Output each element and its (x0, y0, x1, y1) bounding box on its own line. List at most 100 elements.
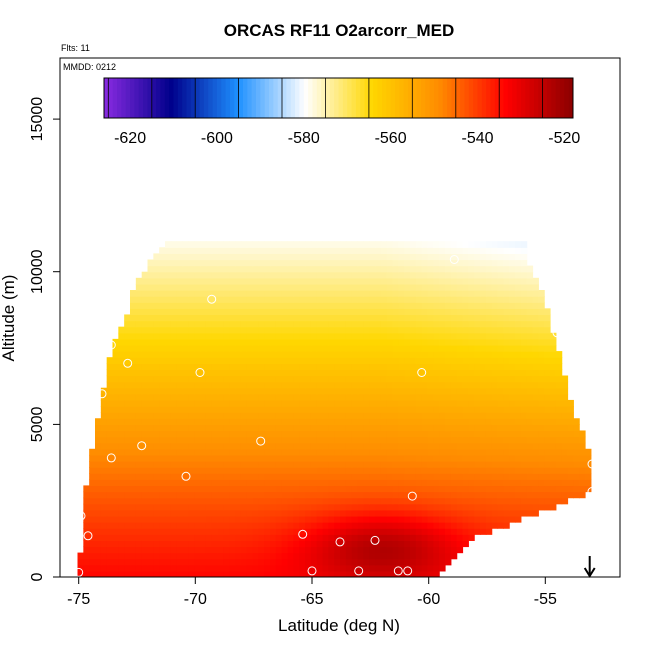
heatmap-cell (141, 357, 149, 364)
heatmap-cell (433, 558, 440, 566)
heatmap-cell (211, 363, 219, 370)
heatmap-cell (275, 522, 283, 529)
heatmap-cell (515, 467, 522, 474)
heatmap-cell (532, 277, 539, 285)
heatmap-cell (404, 460, 411, 468)
heatmap-cell (567, 467, 574, 474)
heatmap-cell (246, 247, 254, 254)
heatmap-cell (369, 271, 376, 279)
heatmap-cell (328, 552, 335, 560)
heatmap-cell (392, 381, 399, 389)
heatmap-cell (334, 271, 341, 279)
heatmap-cell (165, 375, 172, 383)
heatmap-cell (369, 418, 376, 425)
heatmap-cell (305, 326, 312, 334)
heatmap-cell (351, 399, 359, 407)
heatmap-cell (200, 369, 207, 377)
heatmap-cell (334, 375, 341, 383)
heatmap-cell (275, 540, 283, 548)
heatmap-cell (270, 412, 277, 419)
heatmap-cell (515, 308, 522, 316)
heatmap-cell (106, 357, 114, 364)
heatmap-cell (281, 290, 289, 297)
heatmap-cell (427, 302, 434, 309)
heatmap-cell (445, 485, 452, 493)
heatmap-cell (503, 399, 510, 407)
heatmap-cell (410, 247, 417, 254)
heatmap-cell (532, 369, 539, 377)
heatmap-cell (462, 540, 469, 548)
heatmap-cell (299, 332, 306, 340)
heatmap-cell (450, 460, 458, 468)
heatmap-cell (205, 424, 213, 432)
heatmap-cell (287, 320, 294, 328)
heatmap-cell (357, 344, 364, 352)
heatmap-cell (474, 393, 481, 401)
heatmap-cell (328, 534, 335, 541)
heatmap-cell (561, 454, 569, 462)
heatmap-cell (235, 399, 242, 407)
heatmap-cell (520, 497, 528, 505)
heatmap-cell (392, 558, 399, 566)
heatmap-cell (124, 540, 131, 548)
heatmap-cell (159, 338, 166, 346)
heatmap-cell (520, 473, 528, 480)
heatmap-cell (357, 308, 364, 316)
heatmap-cell (468, 448, 475, 456)
heatmap-cell (363, 497, 370, 505)
heatmap-cell (118, 564, 125, 572)
heatmap-cell (83, 491, 90, 499)
heatmap-cell (439, 338, 446, 346)
heatmap-cell (375, 314, 382, 322)
heatmap-cell (153, 485, 160, 493)
heatmap-cell (363, 479, 370, 487)
heatmap-cell (433, 534, 440, 541)
heatmap-cell (106, 375, 114, 383)
heatmap-cell (211, 564, 219, 572)
heatmap-cell (538, 442, 545, 450)
heatmap-cell (474, 241, 481, 248)
heatmap-cell (258, 259, 265, 267)
heatmap-cell (462, 363, 469, 370)
heatmap-cell (316, 467, 324, 474)
heatmap-cell (240, 344, 248, 352)
heatmap-cell (147, 546, 154, 554)
heatmap-cell (363, 546, 370, 554)
heatmap-cell (159, 460, 166, 468)
heatmap-cell (240, 277, 248, 285)
heatmap-cell (421, 509, 429, 517)
heatmap-cell (264, 271, 271, 279)
heatmap-cell (310, 314, 318, 322)
heatmap-cell (205, 241, 213, 248)
heatmap-cell (258, 387, 265, 395)
heatmap-cell (135, 369, 143, 377)
heatmap-cell (526, 436, 534, 444)
observation-point (449, 255, 459, 264)
heatmap-cell (386, 247, 394, 254)
heatmap-cell (433, 473, 440, 480)
heatmap-cell (258, 418, 265, 425)
heatmap-cell (491, 363, 499, 370)
heatmap-cell (497, 412, 504, 419)
heatmap-cell (322, 503, 329, 511)
heatmap-cell (275, 247, 283, 254)
heatmap-cell (363, 473, 370, 480)
heatmap-cell (363, 375, 370, 383)
heatmap-cell (124, 418, 131, 425)
heatmap-cell (194, 387, 201, 395)
heatmap-cell (170, 454, 178, 462)
heatmap-cell (258, 241, 265, 248)
heatmap-cell (153, 399, 160, 407)
heatmap-cell (252, 534, 259, 541)
heatmap-cell (509, 259, 516, 267)
heatmap-cell (351, 424, 359, 432)
heatmap-cell (456, 546, 464, 554)
heatmap-cell (235, 290, 242, 297)
heatmap-cell (410, 271, 417, 279)
heatmap-cell (176, 515, 184, 523)
heatmap-cell (532, 326, 539, 334)
heatmap-cell (182, 338, 189, 346)
heatmap-cell (200, 265, 207, 273)
heatmap-cell (118, 393, 125, 401)
heatmap-cell (200, 253, 207, 261)
